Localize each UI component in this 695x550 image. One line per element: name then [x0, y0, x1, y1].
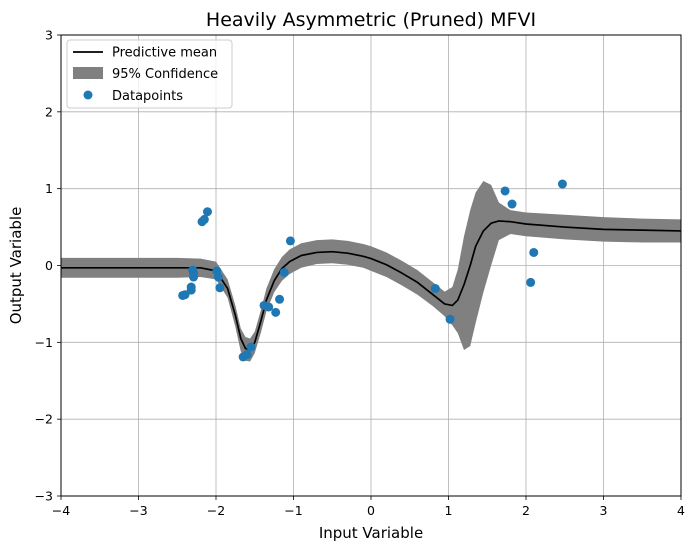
datapoint — [186, 285, 196, 295]
chart-title: Heavily Asymmetric (Pruned) MFVI — [206, 9, 536, 31]
x-tick-label: 0 — [367, 503, 375, 518]
datapoint — [215, 283, 225, 293]
x-tick-label: −2 — [207, 503, 225, 518]
y-axis-label: Output Variable — [7, 207, 25, 325]
datapoint — [526, 277, 536, 287]
legend-label-datapoints: Datapoints — [112, 89, 183, 104]
y-tick-label: −3 — [35, 489, 53, 504]
x-tick-label: 1 — [445, 503, 453, 518]
datapoint — [246, 342, 256, 352]
datapoints-layer — [178, 179, 567, 362]
datapoint — [275, 294, 285, 304]
datapoint — [199, 214, 209, 224]
legend-band-swatch — [73, 67, 103, 79]
legend-frame — [66, 39, 233, 109]
x-tick-label: 3 — [600, 503, 608, 518]
datapoint — [557, 179, 567, 189]
y-tick-label: −1 — [35, 335, 53, 350]
confidence-band — [61, 180, 681, 362]
x-tick-label: −3 — [129, 503, 147, 518]
predictive-mean-line — [61, 220, 682, 351]
datapoint — [445, 314, 455, 324]
y-tick-label: 1 — [45, 181, 53, 196]
predictive-mean-layer — [61, 220, 682, 351]
legend-label-confidence: 95% Confidence — [112, 67, 218, 82]
datapoint — [202, 207, 212, 217]
y-tick-label: 0 — [45, 258, 53, 273]
datapoint — [213, 272, 223, 282]
legend-point-swatch — [83, 90, 93, 100]
x-tick-label: 4 — [677, 503, 685, 518]
datapoint — [279, 267, 289, 277]
x-axis-label: Input Variable — [319, 524, 423, 542]
y-tick-label: 2 — [45, 104, 53, 119]
datapoint — [242, 350, 252, 360]
y-tick-label: 3 — [45, 28, 53, 43]
datapoint — [500, 186, 510, 196]
x-tick-label: −1 — [284, 503, 302, 518]
y-tick-label: −2 — [35, 412, 53, 427]
datapoint — [189, 272, 199, 282]
datapoint — [271, 307, 281, 317]
legend-label-predictive-mean: Predictive mean — [112, 46, 217, 61]
datapoint — [285, 236, 295, 246]
confidence-band-layer — [61, 180, 681, 362]
datapoint — [180, 290, 190, 300]
x-tick-label: −4 — [52, 503, 70, 518]
datapoint — [264, 302, 274, 312]
datapoint — [507, 199, 517, 209]
legend: Predictive mean 95% Confidence Datapoint… — [66, 39, 233, 109]
datapoint — [430, 284, 440, 294]
datapoint — [529, 247, 539, 257]
x-tick-label: 2 — [522, 503, 530, 518]
